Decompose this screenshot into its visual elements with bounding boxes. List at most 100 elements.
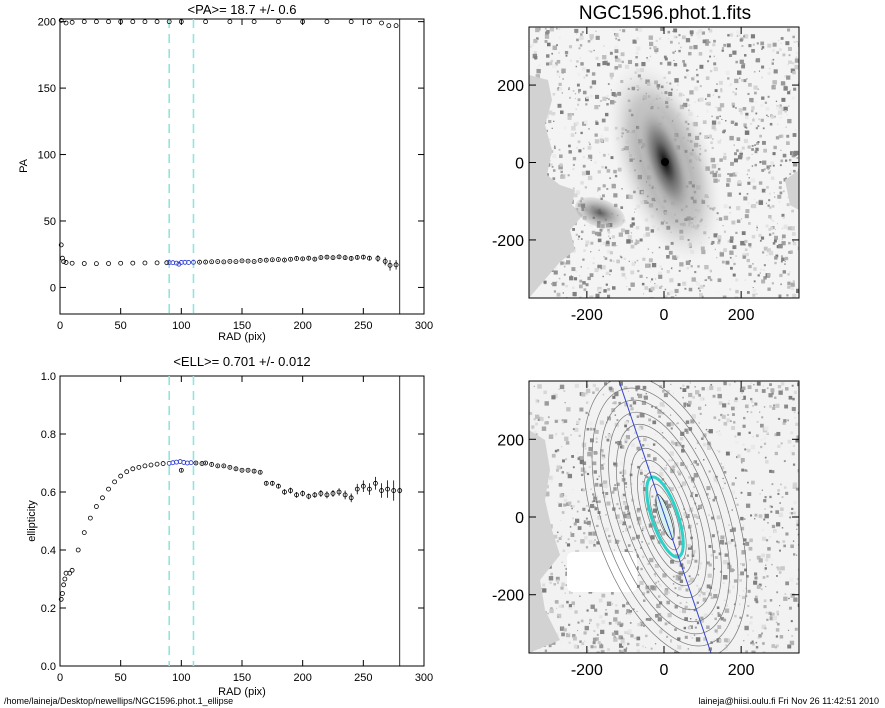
img2-speckle (727, 413, 730, 416)
isophote-ellipse (582, 381, 748, 653)
img2-speckle (708, 429, 713, 434)
img2-speckle (611, 490, 615, 494)
img2-speckle (613, 461, 615, 463)
img2-speckle (695, 603, 698, 606)
img1-speckle (601, 165, 604, 169)
img1-speckle (755, 147, 759, 152)
img2-speckle (795, 439, 799, 443)
img2-speckle (706, 590, 708, 592)
img1-speckle (587, 175, 593, 181)
img2-speckle (710, 596, 714, 600)
img2-speckle (708, 563, 712, 567)
img1-speckle (672, 267, 674, 269)
img2-speckle (658, 583, 661, 586)
img1-speckle (780, 134, 784, 138)
img2-speckle (785, 581, 790, 586)
img2-speckle (590, 503, 595, 509)
img1-speckle (660, 285, 663, 288)
img2-speckle (766, 387, 769, 390)
img2-speckle (674, 560, 679, 565)
img1-speckle (742, 255, 744, 257)
img2-speckle (779, 604, 781, 607)
img1-speckle (699, 284, 704, 289)
img1-speckle (620, 256, 623, 259)
img2-speckle (618, 635, 623, 640)
img2-speckle (675, 574, 679, 578)
img2-speckle (781, 389, 784, 391)
img1-speckle (609, 72, 614, 77)
img1-speckle (751, 144, 754, 147)
img2-speckle (779, 635, 784, 639)
img1-speckle (757, 274, 760, 277)
img1-speckle (792, 133, 797, 137)
img1-speckle (530, 46, 532, 48)
img1-speckle (776, 51, 780, 54)
img1-speckle (613, 245, 616, 247)
img2-speckle (755, 515, 759, 518)
ell-data-point (294, 492, 300, 498)
img1-speckle (722, 295, 727, 298)
img2-speckle (696, 584, 699, 587)
img1-speckle (563, 273, 566, 276)
img1-speckle (674, 78, 679, 83)
img2-speckle (579, 407, 584, 412)
img1-speckle (577, 140, 581, 144)
img1-speckle (716, 163, 719, 166)
img1-speckle (536, 37, 539, 40)
img1-speckle (616, 245, 618, 247)
img2-speckle (745, 469, 748, 472)
img2-speckle (761, 529, 764, 531)
pa-data-point (282, 257, 287, 263)
img2-speckle (752, 630, 754, 632)
img1-speckle (784, 256, 789, 261)
img2-speckle (703, 613, 708, 618)
img2-speckle (585, 517, 588, 520)
img2-speckle (756, 555, 761, 560)
img1-speckle (732, 245, 736, 250)
img2-speckle (784, 593, 787, 595)
img1-speckle (614, 69, 616, 71)
pa-y-tick-label: 50 (44, 216, 56, 228)
img1-speckle (604, 97, 607, 100)
img1-speckle (785, 177, 787, 179)
img2-speckle (628, 525, 632, 529)
img2-speckle (574, 427, 579, 432)
img1-speckle (689, 45, 693, 50)
img2-speckle (574, 518, 580, 523)
img2-speckle (785, 491, 789, 495)
img2-speckle (641, 623, 643, 625)
img1-speckle (673, 35, 677, 39)
img1-speckle (675, 294, 677, 296)
img1-speckle (712, 43, 716, 47)
img2-speckle (693, 566, 696, 569)
img1-speckle (553, 290, 557, 293)
img2-speckle (751, 480, 755, 485)
img2-speckle (712, 550, 716, 554)
img2-speckle (691, 414, 697, 419)
img1-speckle (746, 258, 750, 263)
img1-speckle (765, 190, 767, 193)
img1-speckle (793, 40, 796, 43)
img2-speckle (593, 630, 596, 633)
isophote-image (529, 381, 799, 653)
img2-speckle (792, 397, 795, 401)
img1-speckle (551, 127, 553, 129)
image-title: NGC1596.phot.1.fits (579, 3, 751, 24)
ell-data-point (215, 463, 221, 469)
img1-speckle (794, 128, 797, 131)
img2-speckle (763, 518, 766, 521)
img2-speckle (695, 608, 700, 612)
img2-speckle (583, 470, 587, 474)
img2-speckle (548, 644, 552, 648)
img2-speckle (640, 547, 642, 549)
img2-speckle (670, 383, 672, 386)
img1-speckle (734, 152, 737, 156)
img1-speckle (545, 31, 549, 36)
img2-speckle (582, 488, 585, 492)
pa-data-point (387, 262, 393, 268)
img2-speckle (751, 650, 756, 653)
img2-speckle (761, 489, 763, 491)
img1-speckle (558, 87, 563, 91)
img1-speckle (733, 144, 735, 146)
img2-speckle (764, 508, 766, 510)
